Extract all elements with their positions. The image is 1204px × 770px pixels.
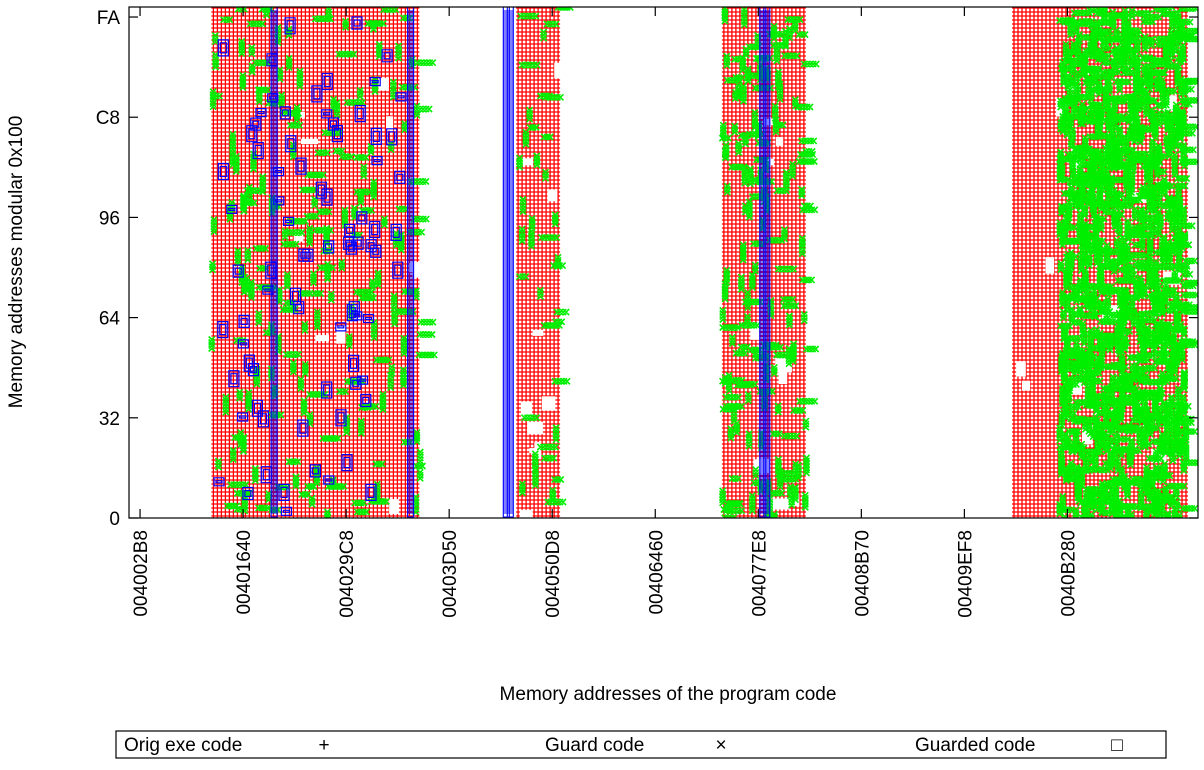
guarded-code-marks: [407, 7, 415, 518]
gap-mark: [541, 396, 556, 411]
gap-mark: [778, 367, 788, 384]
gap-mark: [293, 231, 304, 242]
gap-mark: [1022, 380, 1031, 391]
series-guarded-code-region: [759, 7, 771, 518]
gap-mark: [554, 62, 568, 79]
gap-mark: [1082, 426, 1093, 445]
gap-mark: [519, 509, 533, 518]
gap-mark: [1066, 81, 1077, 92]
gap-mark: [315, 335, 330, 342]
x-tick-label: 00408B70: [852, 530, 873, 617]
gap-mark: [412, 261, 430, 278]
x-tick-label: 004050D8: [543, 530, 564, 618]
legend-label-guard-code: Guard code: [545, 735, 644, 756]
series-guard-code-region: [208, 7, 438, 518]
gap-mark: [520, 401, 532, 419]
data-layer: [208, 7, 1198, 518]
gap-mark: [389, 499, 399, 515]
x-tick-label: 004002B8: [131, 530, 152, 617]
y-tick-label: 64: [99, 309, 121, 330]
x-tick-label: 0040B280: [1058, 530, 1079, 617]
legend-marker-orig-exe-code: +: [318, 735, 329, 756]
gap-mark: [518, 158, 533, 166]
y-tick-label: 32: [99, 409, 120, 430]
y-axis-title: Memory addresses modular 0x100: [6, 116, 27, 409]
gap-mark: [378, 77, 389, 91]
series-guarded-code-region: [407, 7, 415, 518]
guarded-code-scatter-marks: [213, 16, 407, 516]
x-axis-title: Memory addresses of the program code: [500, 684, 837, 705]
guard-code-marks: [516, 7, 574, 506]
legend: Orig exe code + Guard code × Guarded cod…: [115, 730, 1167, 759]
series-guard-code-region: [1056, 7, 1198, 518]
gap-mark: [529, 448, 536, 454]
gap-mark: [527, 421, 543, 435]
legend-marker-guard-code: ×: [715, 735, 726, 756]
gap-mark: [806, 181, 817, 190]
guarded-code-scatter: [213, 16, 407, 516]
guard-code-marks: [1056, 7, 1198, 518]
guarded-code-marks: [502, 7, 514, 518]
y-tick-label: FA: [97, 8, 121, 29]
gap-mark: [547, 189, 558, 202]
gap-mark: [750, 322, 760, 340]
x-tick-label: 004029C8: [337, 530, 358, 618]
guarded-code-marks: [759, 7, 771, 518]
gap-mark: [1045, 257, 1055, 274]
x-tick-label: 00406460: [646, 530, 667, 615]
gap-mark: [770, 498, 789, 510]
legend-label-guarded-code: Guarded code: [915, 735, 1035, 756]
gap-mark: [764, 118, 774, 126]
gap-mark: [386, 116, 394, 131]
gap-mark: [301, 138, 318, 145]
x-tick-label: 00403D50: [440, 530, 461, 618]
gap-mark: [532, 329, 544, 336]
y-tick-label: C8: [96, 108, 120, 129]
y-tick-label: 0: [109, 509, 120, 530]
gap-mark: [336, 326, 346, 344]
gap-mark: [775, 137, 784, 146]
tick-layer: 004002B8 00401640 004029C8 00403D50 004050D8…: [96, 7, 1198, 618]
guarded-code-marks: [270, 7, 278, 518]
legend-box: [115, 730, 1167, 759]
gap-mark: [298, 111, 305, 118]
y-tick-label: 96: [99, 208, 120, 229]
gap-mark: [1016, 361, 1026, 377]
x-tick-label: 00401640: [234, 530, 255, 615]
plot-frame: [128, 6, 1199, 519]
legend-label-orig-exe-code: Orig exe code: [124, 735, 242, 756]
series-guarded-code-region: [502, 7, 514, 518]
legend-marker-guarded-code: □: [1111, 735, 1123, 756]
x-tick-label: 00409EF8: [955, 530, 976, 618]
x-tick-label: 004077E8: [749, 530, 770, 617]
series-guarded-code-region: [270, 7, 278, 518]
series-guard-code-region: [516, 7, 574, 506]
orig-exe-gaps: [293, 77, 430, 515]
guard-code-marks: [208, 7, 438, 518]
